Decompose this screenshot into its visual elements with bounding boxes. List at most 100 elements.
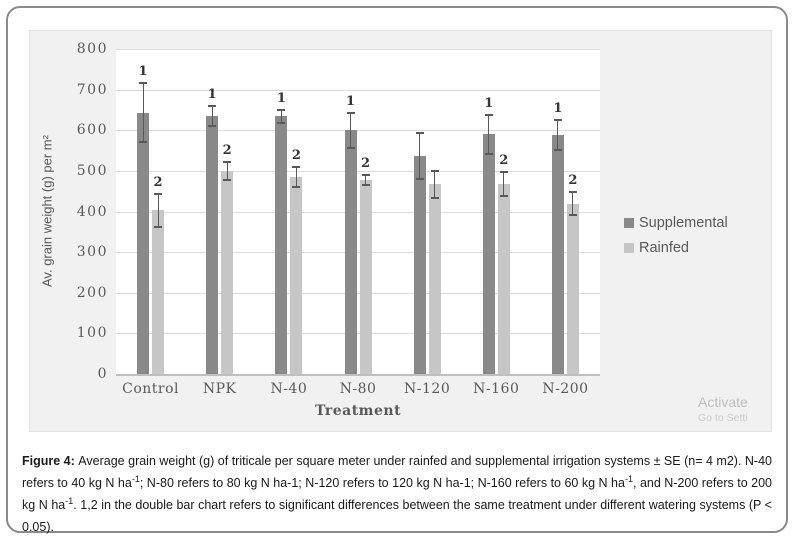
error-bar [295,166,297,188]
caption-text: . 1,2 in the double bar chart refers to … [22,498,772,534]
bar-rainfed [152,210,165,374]
bar-rainfed [290,176,303,374]
sig-label: 2 [153,175,163,191]
error-bar [557,120,559,151]
y-tick-label: 100 [76,325,108,342]
bar-rainfed [497,183,510,374]
bar-rainfed [428,184,441,374]
x-tick-label: N-200 [542,381,589,397]
error-bar [488,114,490,154]
gridline [116,49,600,50]
bar-supplemental [137,112,150,374]
y-tick-label: 200 [76,284,108,301]
error-cap-top [499,170,508,173]
error-cap-top [292,165,301,168]
error-cap-top [415,132,424,135]
error-cap-bottom [292,186,301,189]
error-cap-top [223,160,232,163]
bar-supplemental [551,135,564,374]
legend-label: Rainfed [639,240,689,256]
legend-label: Supplemental [639,215,728,231]
sig-label: 1 [138,64,148,80]
sig-label: 1 [207,86,217,102]
x-axis-title: Treatment [314,403,402,419]
legend-item: Rainfed [624,240,728,256]
sig-label: 1 [276,90,286,106]
x-tick-label: N-120 [404,381,451,397]
sig-label: 2 [291,147,301,163]
caption-text: -1 [65,495,74,506]
error-cap-bottom [208,125,217,128]
x-tick-label: Control [122,381,180,397]
error-cap-top [553,119,562,122]
error-cap-bottom [430,196,439,199]
error-cap-top [361,173,370,176]
error-cap-bottom [139,141,148,144]
error-bar [419,133,421,180]
sig-label: 2 [568,173,578,189]
error-bar [572,192,574,216]
y-tick-label: 800 [76,41,108,57]
error-bar [226,161,228,180]
error-cap-bottom [361,184,370,187]
sig-label: 1 [345,93,356,109]
watermark-activate-text: Activate [698,394,748,410]
error-cap-bottom [346,146,355,149]
legend: Supplemental Rainfed [624,215,728,265]
gridline [116,170,600,172]
caption-figure-label: Figure 4: [22,454,79,468]
error-bar [211,105,213,127]
error-cap-top [139,82,148,85]
x-tick-label: N-40 [270,381,308,397]
x-tick-label: NPK [202,381,237,397]
error-bar [434,170,436,198]
y-tick-label: 400 [76,203,108,220]
error-bar [157,194,159,227]
sig-label: 2 [222,142,232,158]
sig-label: 2 [499,152,509,168]
error-cap-top [208,104,217,107]
error-cap-bottom [223,178,232,181]
chart-area: Av. grain weight (g) per m² 1 2 1 2 1 2 1 2 1 2 1 2… [29,30,772,432]
bar-supplemental [344,130,357,374]
caption-text: -1 [624,473,633,484]
error-cap-bottom [277,121,286,124]
error-cap-bottom [568,214,577,217]
caption-text: Average grain weight (g) of triticale pe… [22,454,773,490]
error-bar [503,171,505,197]
x-tick-label: N-80 [339,381,377,397]
y-axis-title: Av. grain weight (g) per m² [39,135,55,288]
error-cap-top [430,169,439,172]
error-cap-top [484,113,493,116]
error-cap-top [154,193,163,196]
gridline [116,252,600,254]
error-cap-top [277,108,286,111]
sig-label: 1 [484,95,494,111]
error-bar [280,109,282,123]
y-tick-label: 600 [76,122,108,139]
bar-rainfed [566,203,579,374]
figure-card: Av. grain weight (g) per m² 1 2 1 2 1 2 1 2 1 2 1 2… [6,6,788,534]
error-cap-top [346,111,355,114]
caption-text: ; N-80 refers to 80 kg N ha-1; N-120 ref… [139,476,625,490]
sig-label: 1 [553,101,563,117]
error-cap-bottom [154,225,163,228]
error-bar [350,112,351,148]
gridline [116,89,600,91]
bar-rainfed [359,179,372,374]
error-cap-bottom [553,149,562,152]
bar-supplemental [206,116,219,374]
error-cap-bottom [499,195,508,198]
error-cap-top [568,191,577,194]
y-tick-label: 700 [76,81,108,98]
figure-caption: Figure 4: Average grain weight (g) of tr… [22,450,772,537]
bar-supplemental [275,116,288,374]
error-bar [142,83,144,143]
gridline [116,130,600,132]
error-cap-bottom [484,152,493,155]
x-axis-ticks: Control NPK N-40 N-80 N-120 N-160 N-200 [116,381,600,397]
legend-swatch [624,243,634,253]
activation-watermark: Activate Go to Setti [698,394,784,424]
gridline [116,211,600,213]
bar-supplemental [413,156,426,374]
